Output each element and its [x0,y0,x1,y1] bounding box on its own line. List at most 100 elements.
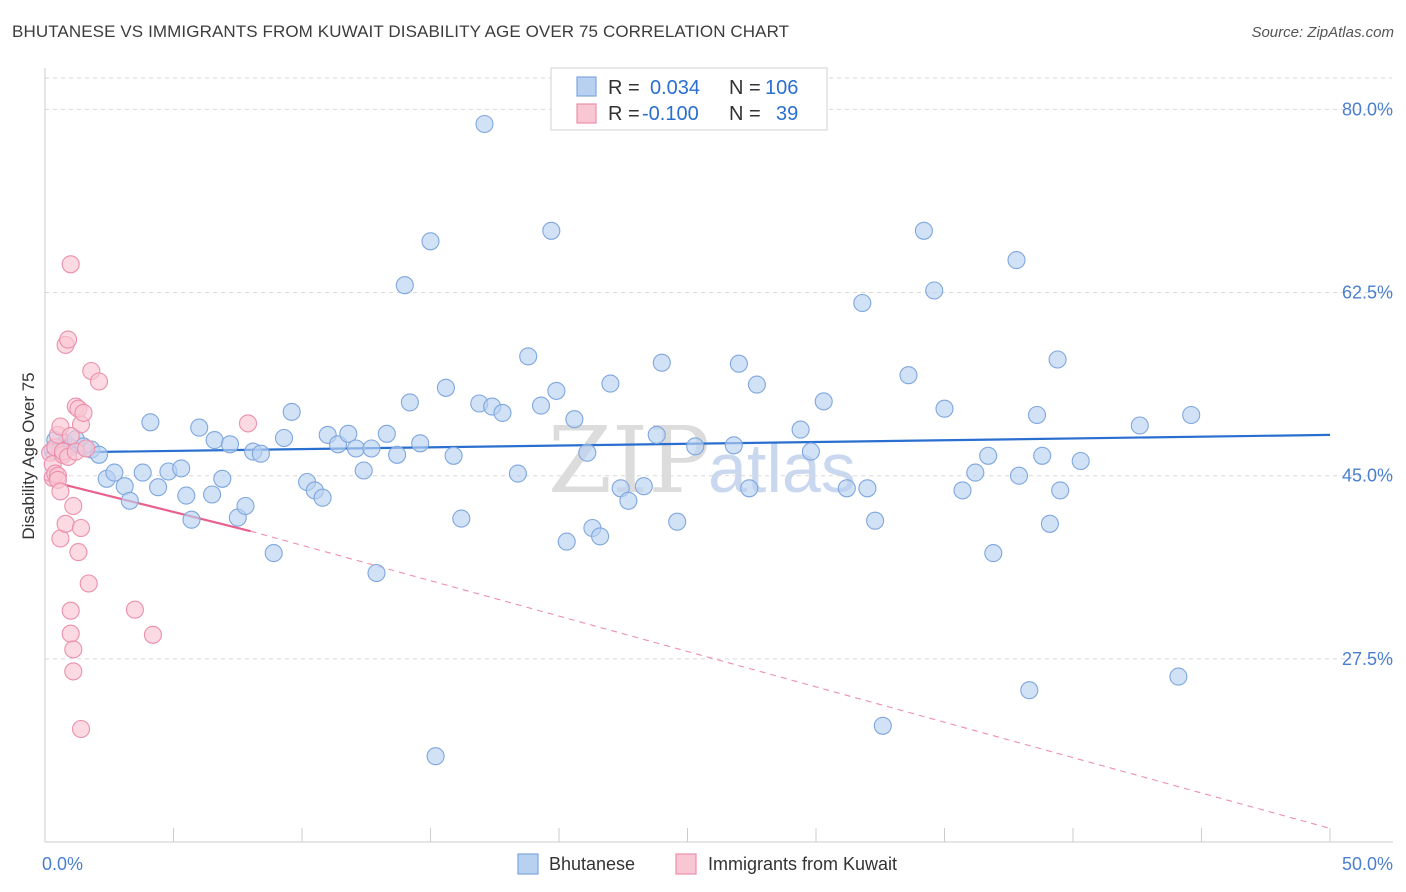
bhutanese-point [791,420,810,439]
kuwait-point [238,414,258,433]
bhutanese-point [377,424,396,443]
bhutanese-point [858,479,877,498]
bhutanese-point [395,276,414,295]
bhutanese-point [1027,405,1047,425]
bhutanese-point [133,463,152,482]
bhutanese-point [591,527,610,546]
bhutanese-point [1071,451,1090,471]
y-tick-label: 62.5% [1342,283,1393,303]
legend-n-label-2: N = [729,103,761,125]
legend-swatch-blue [576,76,597,97]
source-credit: Source: ZipAtlas.com [1251,24,1394,41]
bhutanese-point [282,402,301,421]
legend-r-value-2: -0.100 [642,103,699,125]
kuwait-point [74,403,93,422]
bhutanese-point [220,435,240,454]
bhutanese-point [634,477,653,496]
bhutanese-point [729,354,748,373]
kuwait-point [143,625,162,644]
bhutanese-point [149,478,168,497]
bhutanese-point [740,479,759,498]
bhutanese-point [251,444,270,463]
bhutanese-point [837,479,856,498]
bhutanese-point [1051,481,1070,500]
bhutanese-point [557,532,576,551]
bhutanese-point [984,544,1003,563]
data-points [41,114,1201,766]
bhutanese-point [182,510,201,529]
bhutanese-point [578,443,597,462]
bhutanese-point [190,418,209,437]
kuwait-point [71,719,91,739]
bhutanese-point [452,509,471,528]
bhutanese-point [421,232,440,251]
kuwait-point [64,496,83,516]
bhutanese-point [542,221,561,240]
bhutanese-point [647,425,666,444]
bhutanese-point [367,563,386,583]
kuwait-point [61,601,80,620]
kuwait-point [59,330,78,349]
bhutanese-point [966,463,985,482]
bhutanese-point [172,459,191,478]
trend-line-kuwait [44,478,251,533]
y-axis-label: Disability Age Over 75 [19,372,38,539]
y-tick-label: 80.0% [1342,99,1393,119]
legend-r-label-1: R = [608,77,640,99]
bottom-legend-swatch-pink [675,853,697,875]
bhutanese-point [747,375,766,394]
bottom-legend-label-2: Immigrants from Kuwait [708,854,897,874]
bhutanese-point [925,281,944,300]
bhutanese-point [652,353,671,372]
bhutanese-point [339,424,358,443]
bhutanese-point [436,378,455,397]
y-tick-label: 45.0% [1342,466,1393,486]
bhutanese-point [1009,466,1029,485]
bhutanese-point [346,439,366,458]
bhutanese-point [1182,405,1201,425]
x-tick-label-start: 0.0% [42,854,83,874]
bhutanese-point [493,403,512,422]
bhutanese-point [814,392,833,411]
series-legend: Bhutanese Immigrants from Kuwait [517,853,897,875]
correlation-legend: R = 0.034 N = 106 R = -0.100 N = 39 [550,67,828,131]
bottom-legend-swatch-blue [517,853,539,875]
bhutanese-point [203,485,222,504]
bhutanese-point [1048,350,1067,369]
bhutanese-point [935,399,954,418]
kuwait-point [64,662,83,681]
bhutanese-point [400,393,419,412]
bhutanese-point [426,747,445,766]
kuwait-point [89,372,109,391]
legend-r-value-1: 0.034 [650,77,700,99]
bhutanese-point [953,481,972,500]
bhutanese-point [1130,416,1149,435]
bhutanese-point [177,486,196,505]
bhutanese-point [141,413,160,432]
bhutanese-point [853,293,872,313]
legend-n-value-2: 39 [776,103,798,125]
bhutanese-point [866,511,885,530]
bhutanese-point [213,469,232,488]
legend-n-label-1: N = [729,77,761,99]
bhutanese-point [444,446,463,465]
bhutanese-point [1033,446,1052,465]
bhutanese-point [205,431,224,450]
kuwait-point [51,482,70,501]
bhutanese-point [120,491,139,510]
bhutanese-point [565,410,584,429]
bhutanese-point [619,491,638,510]
gridlines [45,77,1392,660]
bhutanese-point [411,434,430,453]
kuwait-point [64,640,83,659]
kuwait-point [61,426,80,445]
legend-swatch-pink [576,103,597,124]
bhutanese-point [388,445,407,464]
bhutanese-point [801,442,820,461]
bottom-legend-label-1: Bhutanese [549,854,635,874]
trend-line-kuwait-extension [250,530,1331,829]
bhutanese-point [105,463,124,482]
tick-labels: 27.5% 45.0% 62.5% 80.0% 0.0% 50.0% [42,99,1393,874]
bhutanese-point [236,496,255,516]
bhutanese-point [686,437,705,456]
